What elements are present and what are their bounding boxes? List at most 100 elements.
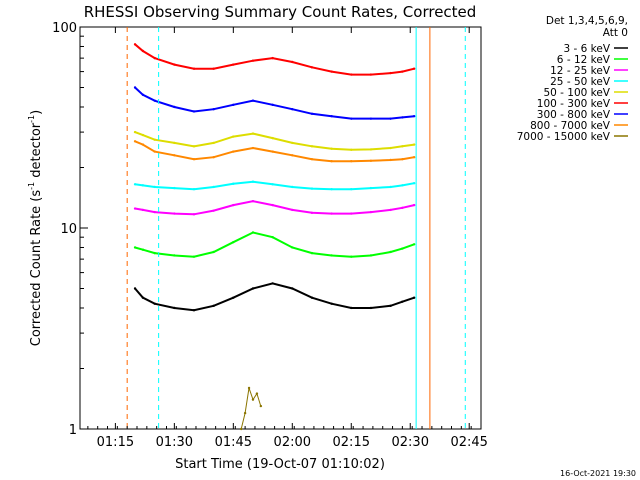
data-point — [232, 103, 235, 107]
data-point — [310, 157, 314, 161]
data-point — [141, 93, 145, 96]
data-point — [212, 107, 215, 111]
series-layer — [133, 43, 416, 431]
data-point — [369, 210, 373, 214]
data-point — [251, 180, 255, 183]
data-point — [192, 213, 196, 216]
data-point — [232, 63, 235, 66]
data-point — [153, 302, 156, 305]
data-point — [412, 182, 416, 185]
data-point — [389, 117, 392, 120]
data-point — [271, 136, 274, 140]
data-point — [232, 296, 235, 299]
data-point — [271, 56, 274, 60]
data-point — [133, 207, 137, 210]
data-point — [350, 73, 353, 76]
data-point — [310, 296, 314, 299]
x-tick-label: 02:45 — [450, 435, 487, 450]
data-point — [369, 159, 373, 162]
data-point — [389, 185, 392, 189]
x-tick-label: 02:15 — [333, 435, 370, 450]
data-point — [259, 404, 263, 408]
data-point — [310, 211, 314, 215]
legend-header-1: Det 1,3,4,5,6,9, — [546, 15, 628, 27]
data-point — [350, 255, 353, 258]
data-point — [369, 73, 373, 76]
data-point — [389, 304, 392, 308]
data-point — [412, 67, 416, 70]
data-point — [401, 157, 404, 161]
data-point — [141, 184, 145, 187]
x-tick-label: 01:45 — [215, 435, 252, 450]
data-point — [192, 255, 196, 258]
data-point — [291, 185, 294, 189]
data-point — [212, 156, 215, 159]
data-point — [330, 114, 333, 118]
data-point — [141, 296, 145, 299]
data-point — [133, 130, 137, 134]
y-tick-label: 1 — [69, 423, 77, 438]
data-point — [173, 186, 176, 190]
data-point — [239, 427, 243, 431]
data-point — [133, 86, 137, 89]
data-point — [291, 60, 294, 64]
data-point — [232, 182, 235, 185]
data-point — [153, 251, 156, 255]
data-point — [389, 250, 392, 254]
data-point — [133, 43, 137, 46]
data-point — [330, 187, 333, 191]
data-point — [310, 112, 314, 115]
data-point — [212, 209, 215, 212]
legend-label: 12 - 25 keV — [550, 65, 611, 77]
data-point — [173, 105, 176, 109]
data-point — [133, 246, 137, 249]
data-point — [401, 206, 404, 210]
data-point — [251, 231, 255, 234]
data-point — [212, 185, 215, 189]
chart-title: RHESSI Observing Summary Count Rates, Co… — [84, 3, 477, 21]
x-tick-label: 01:30 — [156, 435, 193, 450]
data-point — [153, 138, 156, 141]
data-point — [133, 140, 137, 143]
data-point — [173, 63, 176, 66]
x-tick-label: 01:15 — [97, 435, 134, 450]
data-point — [401, 247, 404, 250]
data-point — [133, 287, 137, 290]
data-point — [133, 183, 137, 186]
series-line — [134, 231, 415, 258]
data-point — [412, 296, 416, 299]
marker-layer — [126, 27, 466, 429]
data-point — [192, 145, 196, 148]
data-point — [173, 254, 176, 257]
data-point — [251, 59, 255, 62]
data-point — [173, 141, 176, 145]
legend-label: 800 - 7000 keV — [530, 120, 611, 132]
data-point — [153, 210, 156, 214]
data-point — [401, 184, 404, 187]
data-point — [330, 70, 333, 73]
x-axis-ticks: 01:15 01:30 01:45 02:00 02:15 02:30 02:45 — [87, 27, 488, 450]
series-line — [134, 131, 415, 151]
data-point — [192, 308, 196, 312]
data-point — [251, 99, 255, 102]
data-point — [153, 150, 156, 153]
data-point — [232, 203, 235, 207]
data-point — [173, 154, 176, 157]
data-point — [291, 107, 294, 111]
data-point — [401, 300, 404, 303]
data-point — [330, 254, 333, 257]
series-line — [134, 282, 415, 312]
x-tick-label: 02:00 — [274, 435, 311, 450]
data-point — [192, 67, 196, 70]
data-point — [251, 398, 255, 401]
data-point — [369, 306, 373, 310]
data-point — [141, 248, 145, 251]
data-point — [192, 157, 196, 161]
data-point — [401, 145, 404, 148]
data-point — [251, 132, 255, 135]
data-point — [412, 114, 416, 118]
data-point — [369, 117, 373, 120]
timestamp: 16-Oct-2021 19:30 — [560, 469, 636, 478]
data-point — [271, 150, 274, 153]
